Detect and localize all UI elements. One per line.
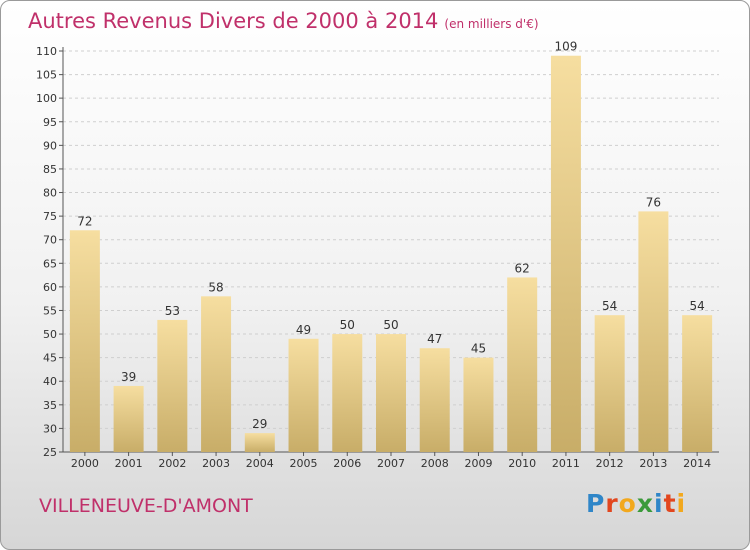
bar xyxy=(113,385,144,452)
bar-value-label: 49 xyxy=(296,323,311,337)
x-tick-label: 2011 xyxy=(552,457,580,470)
x-tick-label: 2005 xyxy=(290,457,318,470)
x-tick-label: 2013 xyxy=(639,457,667,470)
bar-value-label: 58 xyxy=(208,280,223,294)
bar-value-label: 62 xyxy=(515,261,530,275)
bar xyxy=(376,334,406,452)
y-tick-label: 75 xyxy=(43,210,57,223)
bar-value-label: 54 xyxy=(689,299,704,313)
y-tick-label: 50 xyxy=(43,328,57,341)
logo-letter: x xyxy=(636,489,654,518)
x-tick-label: 2012 xyxy=(596,457,624,470)
y-tick-label: 105 xyxy=(36,69,57,82)
x-tick-label: 2009 xyxy=(464,457,492,470)
x-tick-label: 2001 xyxy=(115,457,143,470)
bar xyxy=(507,277,538,452)
y-tick-label: 70 xyxy=(43,234,57,247)
x-tick-label: 2003 xyxy=(202,457,230,470)
x-tick-label: 2014 xyxy=(683,457,711,470)
bar xyxy=(638,211,669,452)
bar-value-label: 39 xyxy=(121,370,136,384)
chart-title-block: Autres Revenus Divers de 2000 à 2014 (en … xyxy=(28,9,539,33)
y-tick-label: 60 xyxy=(43,281,57,294)
y-tick-label: 95 xyxy=(43,116,57,129)
chart-subtitle: (en milliers d'€) xyxy=(444,17,539,31)
y-tick-label: 110 xyxy=(36,45,57,58)
bar-value-label: 45 xyxy=(471,342,486,356)
tick-labels: 25 30 35 40 45 50 55 60 65 70 75 80 85 90 95 100 105 110 2… xyxy=(36,45,711,470)
bar-value-label: 53 xyxy=(165,304,180,318)
x-tick-label: 2002 xyxy=(158,457,186,470)
y-tick-label: 30 xyxy=(43,422,57,435)
y-tick-label: 25 xyxy=(43,446,57,459)
bar-value-label: 54 xyxy=(602,299,617,313)
y-tick-label: 100 xyxy=(36,92,57,105)
bars xyxy=(69,55,713,452)
y-tick-label: 45 xyxy=(43,352,57,365)
bar-value-label: 47 xyxy=(427,332,442,346)
bar xyxy=(332,334,363,452)
bar xyxy=(157,319,188,452)
bar-value-label: 109 xyxy=(554,40,577,54)
x-tick-label: 2006 xyxy=(333,457,361,470)
data-labels: 72 39 53 58 29 49 50 50 47 45 62 109 54 76 54 xyxy=(77,40,705,431)
proxiti-logo: Proxiti xyxy=(586,489,686,518)
y-tick-label: 35 xyxy=(43,399,57,412)
y-tick-label: 80 xyxy=(43,187,57,200)
logo-letter: o xyxy=(618,489,637,518)
chart-title: Autres Revenus Divers de 2000 à 2014 xyxy=(28,9,439,33)
bar xyxy=(419,348,450,452)
x-tick-label: 2008 xyxy=(421,457,449,470)
logo-letter: i xyxy=(654,489,664,518)
x-tick-label: 2010 xyxy=(508,457,536,470)
x-tick-label: 2007 xyxy=(377,457,405,470)
bar xyxy=(69,230,100,452)
x-tick-label: 2004 xyxy=(246,457,274,470)
x-tick-label: 2000 xyxy=(71,457,99,470)
y-tick-label: 65 xyxy=(43,257,57,270)
logo-letter: t xyxy=(663,489,677,518)
bar xyxy=(463,357,494,452)
bar xyxy=(244,433,275,452)
bar-value-label: 29 xyxy=(252,417,267,431)
y-tick-label: 40 xyxy=(43,375,57,388)
y-tick-label: 90 xyxy=(43,139,57,152)
bar xyxy=(288,338,319,452)
y-tick-label: 55 xyxy=(43,304,57,317)
logo-letter: i xyxy=(676,489,687,518)
bar-value-label: 72 xyxy=(77,214,92,228)
town-name: VILLENEUVE-D'AMONT xyxy=(39,495,253,517)
y-tick-label: 85 xyxy=(43,163,57,176)
bar xyxy=(594,315,625,452)
bar-value-label: 50 xyxy=(340,318,355,332)
bar xyxy=(201,296,232,452)
bar-value-label: 50 xyxy=(383,318,398,332)
bar xyxy=(682,315,713,452)
bar-value-label: 76 xyxy=(646,195,661,209)
bar xyxy=(550,55,581,452)
logo-letter: r xyxy=(605,489,619,518)
logo-letter: P xyxy=(586,489,606,518)
